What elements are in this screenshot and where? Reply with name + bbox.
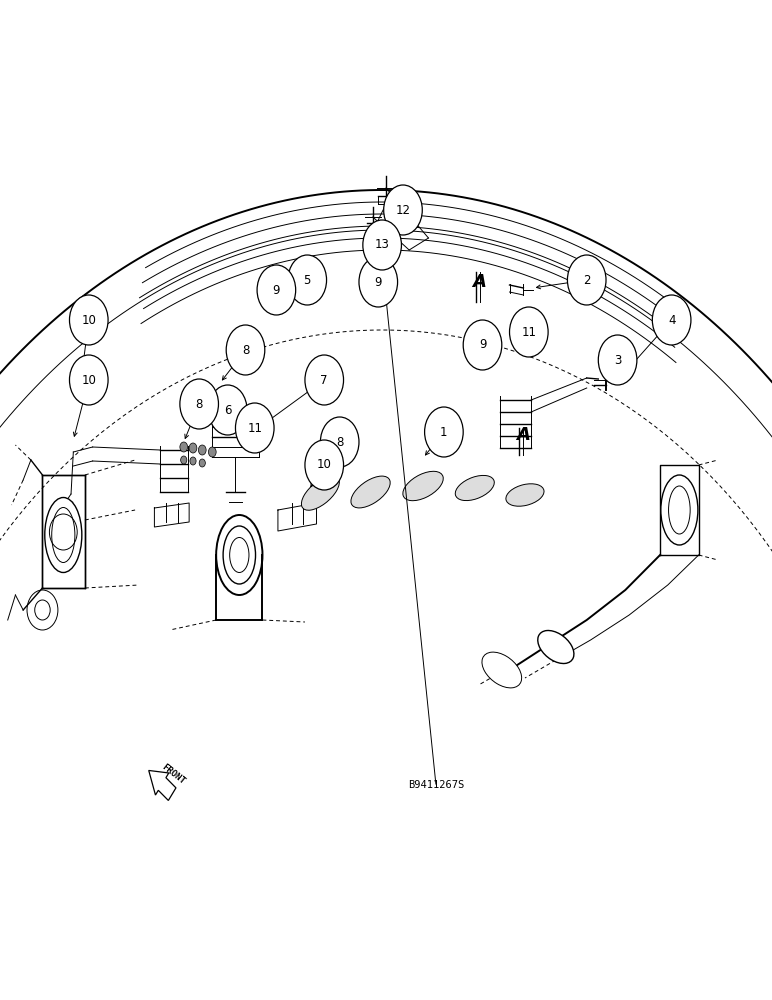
Circle shape — [208, 447, 216, 457]
Circle shape — [363, 220, 401, 270]
Text: A: A — [516, 426, 530, 444]
Text: A: A — [472, 273, 486, 291]
Text: 10: 10 — [317, 458, 332, 472]
Text: 8: 8 — [336, 436, 344, 448]
Circle shape — [288, 255, 327, 305]
Ellipse shape — [301, 476, 340, 510]
Circle shape — [384, 185, 422, 235]
Circle shape — [359, 257, 398, 307]
Ellipse shape — [669, 486, 690, 534]
Text: 12: 12 — [395, 204, 411, 217]
Circle shape — [226, 325, 265, 375]
Ellipse shape — [216, 515, 262, 595]
Text: 9: 9 — [479, 338, 486, 352]
Circle shape — [305, 355, 344, 405]
Text: 9: 9 — [273, 284, 280, 296]
Circle shape — [598, 335, 637, 385]
Ellipse shape — [223, 526, 256, 584]
Circle shape — [305, 440, 344, 490]
Text: 11: 11 — [247, 422, 262, 434]
Circle shape — [463, 320, 502, 370]
Ellipse shape — [506, 484, 544, 506]
Circle shape — [198, 445, 206, 455]
Circle shape — [180, 379, 218, 429]
Circle shape — [69, 355, 108, 405]
Circle shape — [235, 403, 274, 453]
Text: 2: 2 — [583, 273, 591, 286]
Text: 7: 7 — [320, 373, 328, 386]
Text: 8: 8 — [195, 397, 203, 410]
Text: 5: 5 — [303, 273, 311, 286]
Circle shape — [257, 265, 296, 315]
Text: 11: 11 — [521, 326, 537, 338]
Circle shape — [69, 295, 108, 345]
Text: 4: 4 — [668, 314, 676, 326]
Circle shape — [189, 443, 197, 453]
Ellipse shape — [661, 475, 698, 545]
Ellipse shape — [538, 630, 574, 664]
Circle shape — [190, 457, 196, 465]
Circle shape — [208, 385, 247, 435]
Circle shape — [320, 417, 359, 467]
Text: 10: 10 — [81, 314, 96, 326]
Circle shape — [199, 459, 205, 467]
Ellipse shape — [45, 497, 82, 572]
Ellipse shape — [351, 476, 390, 508]
Circle shape — [180, 442, 188, 452]
Text: FRONT: FRONT — [160, 762, 186, 786]
Circle shape — [510, 307, 548, 357]
Ellipse shape — [52, 508, 75, 562]
Text: 13: 13 — [374, 238, 390, 251]
Circle shape — [425, 407, 463, 457]
Ellipse shape — [230, 538, 249, 572]
Text: 8: 8 — [242, 344, 249, 357]
Text: 10: 10 — [81, 373, 96, 386]
FancyArrow shape — [149, 770, 176, 800]
Text: 6: 6 — [224, 403, 232, 416]
Circle shape — [652, 295, 691, 345]
Circle shape — [567, 255, 606, 305]
Ellipse shape — [403, 471, 443, 501]
Text: B9411267S: B9411267S — [408, 780, 464, 790]
Text: 3: 3 — [614, 354, 621, 366]
Ellipse shape — [455, 475, 494, 501]
Circle shape — [181, 456, 187, 464]
Text: 1: 1 — [440, 426, 448, 438]
Ellipse shape — [482, 652, 522, 688]
Text: 9: 9 — [374, 275, 382, 288]
